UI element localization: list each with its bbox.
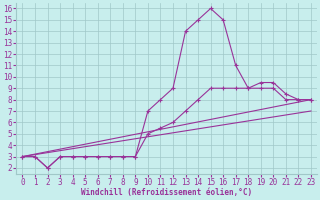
X-axis label: Windchill (Refroidissement éolien,°C): Windchill (Refroidissement éolien,°C) [81, 188, 252, 197]
